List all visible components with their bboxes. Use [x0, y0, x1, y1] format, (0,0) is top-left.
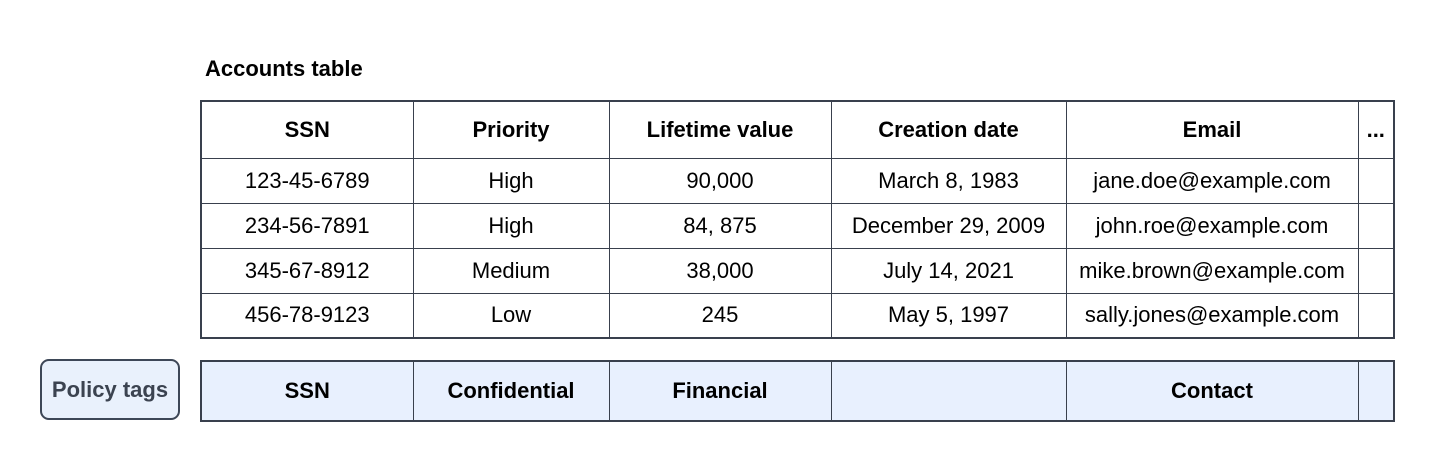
cell-priority: Medium: [412, 247, 610, 294]
cell-priority: Low: [412, 292, 610, 339]
cell-email: john.roe@example.com: [1065, 202, 1359, 249]
table-title: Accounts table: [205, 56, 363, 81]
policy-tags-button[interactable]: Policy tags: [40, 359, 180, 420]
cell-email: jane.doe@example.com: [1065, 157, 1359, 204]
policy-tag-financial: Financial: [608, 360, 832, 422]
cell-email: mike.brown@example.com: [1065, 247, 1359, 294]
policy-tag-empty-more: [1357, 360, 1395, 422]
policy-tag-cells: SSN Confidential Financial Contact: [200, 360, 1395, 422]
cell-lifetime-value: 245: [608, 292, 832, 339]
policy-tag-confidential: Confidential: [412, 360, 610, 422]
cell-ssn: 123-45-6789: [200, 157, 414, 204]
cell-more: [1357, 202, 1395, 249]
cell-lifetime-value: 84, 875: [608, 202, 832, 249]
accounts-table: SSN Priority Lifetime value Creation dat…: [200, 100, 1395, 339]
column-header-more: ...: [1357, 100, 1395, 159]
table-row: 345-67-8912 Medium 38,000 July 14, 2021 …: [200, 247, 1395, 294]
cell-more: [1357, 292, 1395, 339]
cell-more: [1357, 157, 1395, 204]
cell-ssn: 456-78-9123: [200, 292, 414, 339]
cell-priority: High: [412, 157, 610, 204]
column-header-ssn: SSN: [200, 100, 414, 159]
cell-lifetime-value: 38,000: [608, 247, 832, 294]
cell-creation-date: July 14, 2021: [830, 247, 1067, 294]
cell-priority: High: [412, 202, 610, 249]
column-header-email: Email: [1065, 100, 1359, 159]
cell-lifetime-value: 90,000: [608, 157, 832, 204]
column-header-creation-date: Creation date: [830, 100, 1067, 159]
cell-ssn: 234-56-7891: [200, 202, 414, 249]
cell-creation-date: December 29, 2009: [830, 202, 1067, 249]
policy-tag-ssn: SSN: [200, 360, 414, 422]
table-row: 234-56-7891 High 84, 875 December 29, 20…: [200, 202, 1395, 249]
header-row: SSN Priority Lifetime value Creation dat…: [200, 100, 1395, 159]
cell-ssn: 345-67-8912: [200, 247, 414, 294]
cell-email: sally.jones@example.com: [1065, 292, 1359, 339]
table-row: 456-78-9123 Low 245 May 5, 1997 sally.jo…: [200, 292, 1395, 339]
cell-creation-date: May 5, 1997: [830, 292, 1067, 339]
cell-creation-date: March 8, 1983: [830, 157, 1067, 204]
policy-tag-contact: Contact: [1065, 360, 1359, 422]
table-row: 123-45-6789 High 90,000 March 8, 1983 ja…: [200, 157, 1395, 204]
column-header-priority: Priority: [412, 100, 610, 159]
policy-tag-empty: [830, 360, 1067, 422]
policy-tags-row: SSN Confidential Financial Contact: [200, 360, 1395, 422]
cell-more: [1357, 247, 1395, 294]
column-header-lifetime-value: Lifetime value: [608, 100, 832, 159]
